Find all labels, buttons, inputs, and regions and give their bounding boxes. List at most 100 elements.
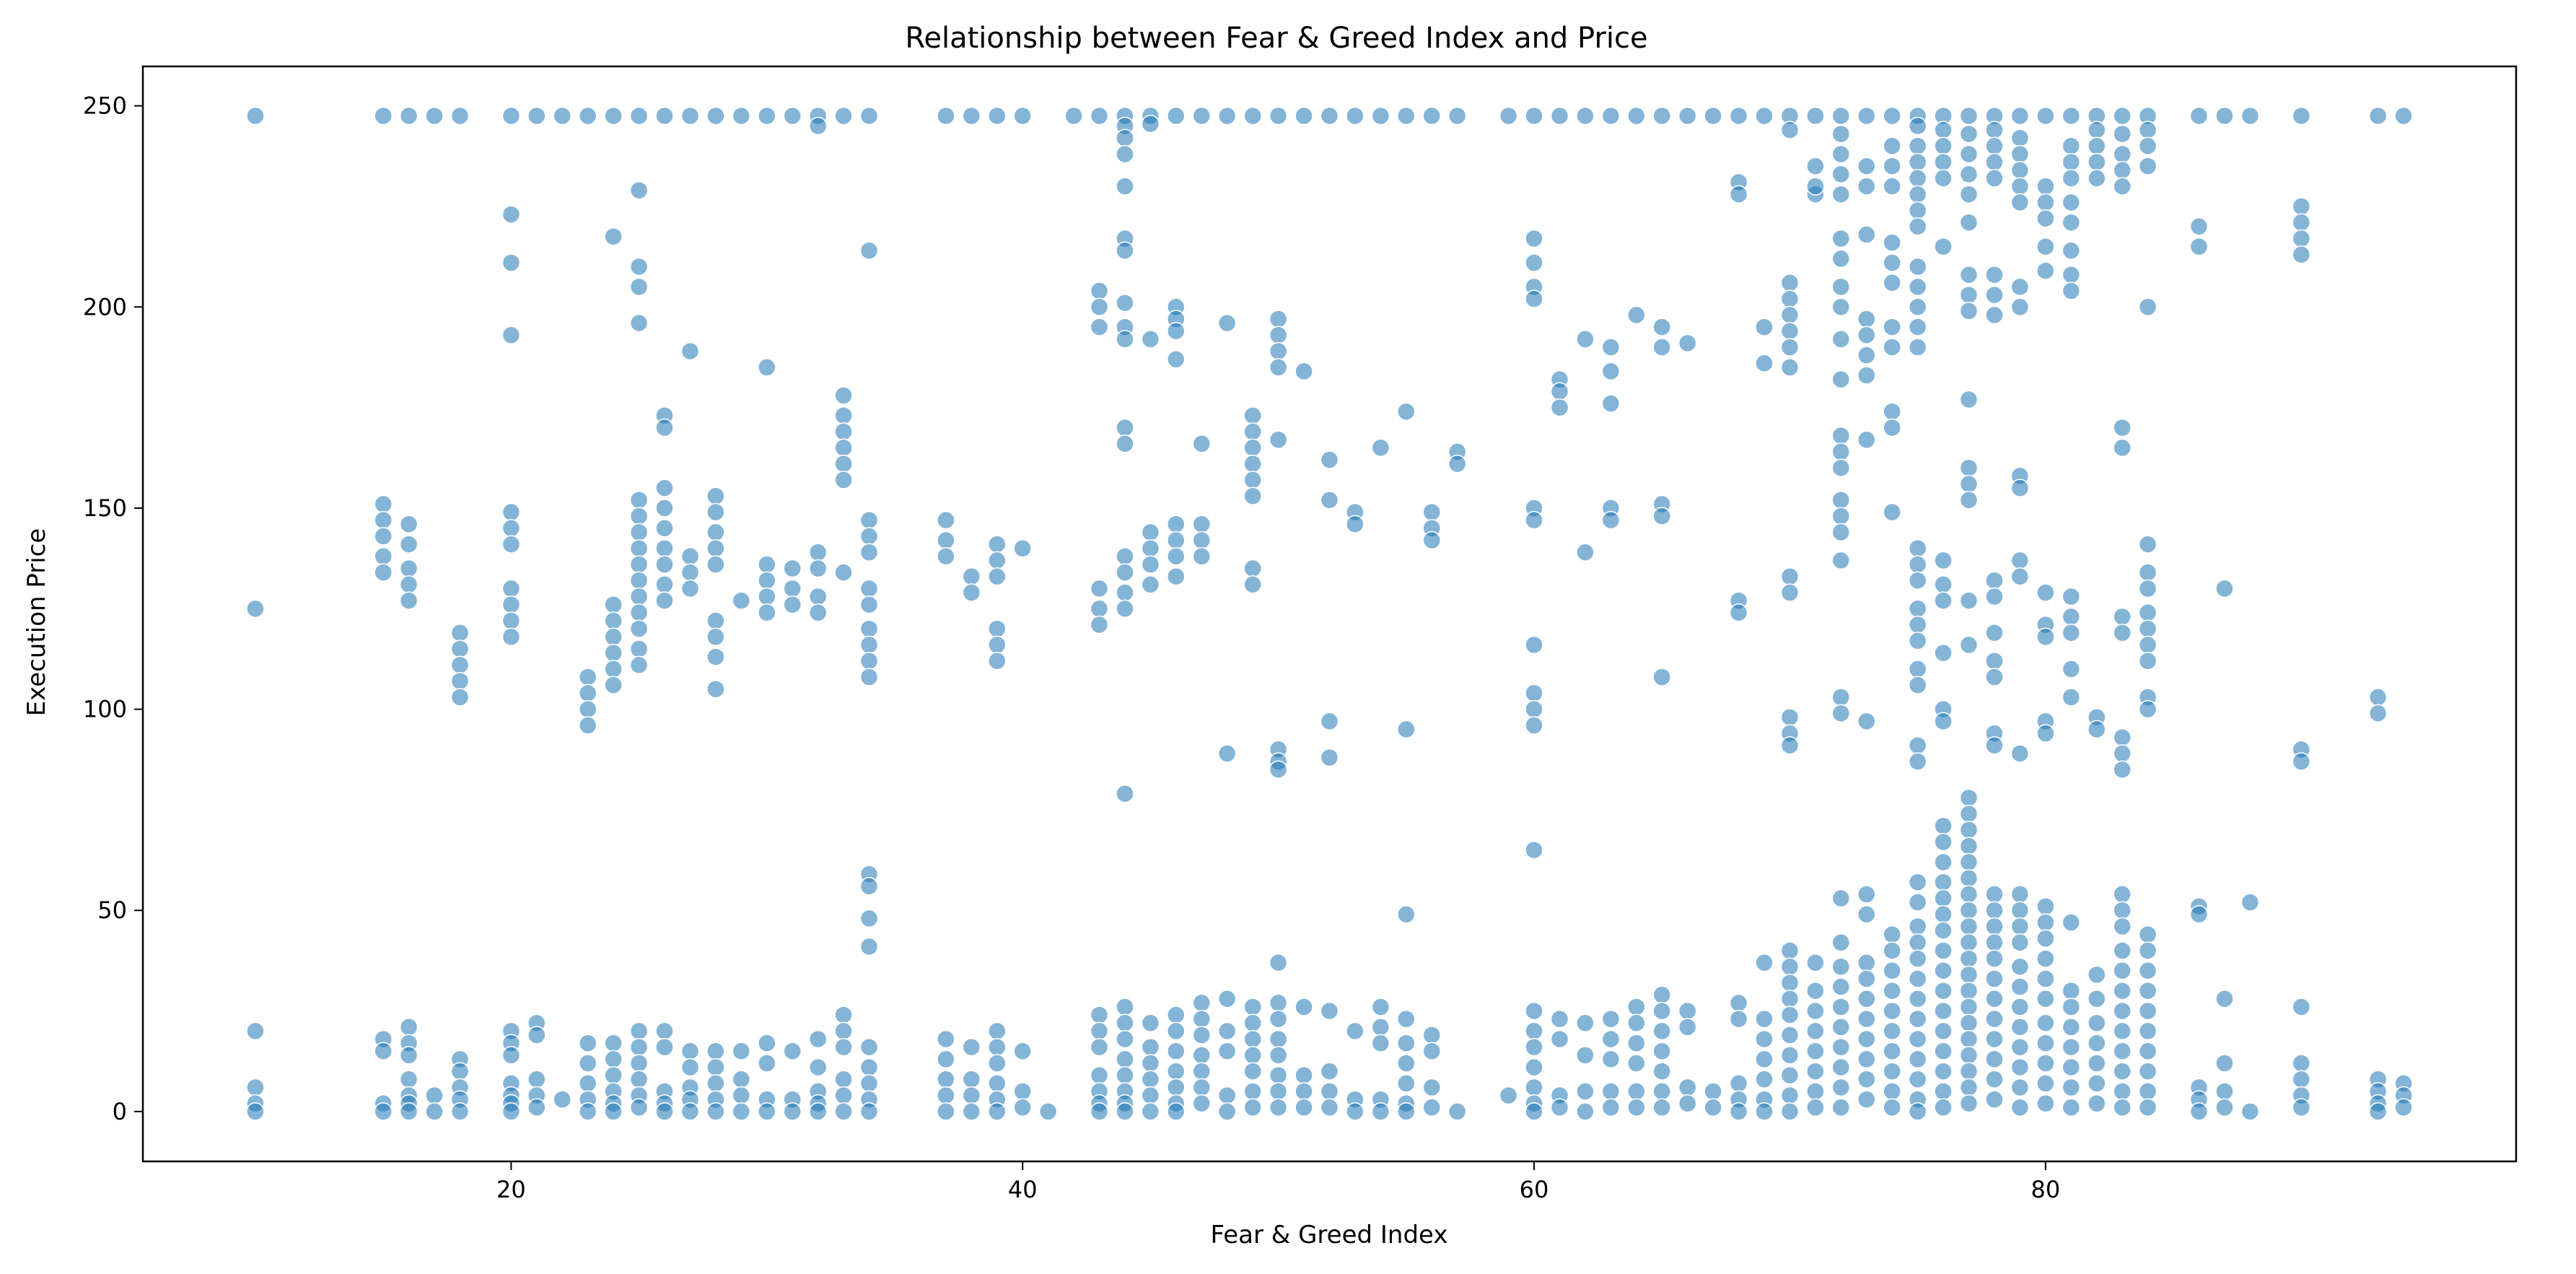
scatter-point	[2138, 157, 2157, 175]
scatter-point	[1525, 1001, 1543, 1021]
scatter-point	[1934, 873, 1953, 891]
scatter-point	[501, 253, 521, 272]
scatter-point	[1652, 1001, 1671, 1021]
scatter-point	[374, 547, 393, 566]
scatter-point	[2036, 1013, 2055, 1033]
scatter-point	[1883, 1098, 1901, 1117]
scatter-point	[1090, 318, 1109, 336]
scatter-point	[1959, 458, 1979, 477]
scatter-point	[1627, 1082, 1646, 1101]
scatter-point	[2292, 229, 2311, 248]
scatter-point	[937, 531, 955, 550]
scatter-point	[808, 603, 828, 622]
scatter-point	[2087, 965, 2106, 985]
scatter-point	[1908, 277, 1927, 297]
scatter-point	[1141, 1102, 1160, 1121]
scatter-point	[1908, 152, 1927, 172]
scatter-point	[2010, 297, 2030, 317]
scatter-point	[1959, 901, 1979, 920]
scatter-point	[2113, 917, 2132, 936]
scatter-point	[988, 1037, 1007, 1057]
scatter-point	[1908, 615, 1927, 634]
scatter-point	[450, 640, 470, 658]
scatter-point	[1090, 579, 1109, 598]
scatter-point	[2010, 1018, 2030, 1037]
scatter-point	[1320, 106, 1339, 126]
scatter-point	[1525, 289, 1543, 308]
scatter-point	[1908, 917, 1927, 936]
scatter-point	[1217, 1021, 1237, 1041]
scatter-point	[374, 1102, 393, 1121]
scatter-point	[834, 454, 853, 474]
scatter-point	[246, 1021, 265, 1041]
scatter-point	[1116, 563, 1134, 582]
scatter-point	[1908, 297, 1927, 317]
scatter-point	[1422, 1042, 1442, 1061]
scatter-point	[1243, 106, 1262, 126]
points-layer	[246, 106, 2413, 1121]
scatter-point	[2062, 607, 2081, 627]
scatter-point	[1652, 1098, 1671, 1117]
scatter-point	[1704, 1082, 1722, 1101]
scatter-point	[1525, 229, 1543, 248]
scatter-point	[1243, 454, 1262, 474]
scatter-point	[1167, 1062, 1186, 1081]
x-tick-label: 40	[1008, 1176, 1038, 1203]
scatter-point	[1090, 615, 1109, 634]
scatter-point	[1217, 1086, 1237, 1105]
scatter-point	[937, 547, 955, 566]
scatter-point	[2113, 438, 2132, 458]
scatter-point	[1959, 837, 1979, 855]
scatter-point	[604, 676, 623, 694]
scatter-point	[2062, 1037, 2081, 1057]
scatter-point	[1371, 1034, 1390, 1052]
scatter-point	[2113, 607, 2132, 627]
scatter-point	[988, 1102, 1007, 1121]
chart-title: Relationship between Fear & Greed Index …	[905, 22, 1647, 55]
scatter-point	[1959, 124, 1979, 144]
scatter-point	[2113, 1062, 2132, 1081]
scatter-point	[1985, 571, 2004, 590]
scatter-point	[2394, 106, 2413, 126]
scatter-point	[834, 406, 853, 425]
scatter-point	[629, 277, 649, 297]
scatter-point	[988, 635, 1007, 655]
scatter-point	[2036, 969, 2055, 988]
scatter-point	[2292, 197, 2311, 216]
scatter-point	[1243, 406, 1262, 425]
scatter-point	[2010, 744, 2030, 763]
scatter-point	[1627, 1034, 1646, 1052]
scatter-point	[2010, 567, 2030, 586]
scatter-point	[450, 1062, 470, 1081]
scatter-point	[1857, 366, 1876, 385]
scatter-point	[1780, 583, 1800, 602]
scatter-point	[1985, 917, 2004, 936]
scatter-point	[2036, 209, 2055, 228]
scatter-point	[629, 1098, 649, 1117]
scatter-point	[1652, 507, 1671, 525]
scatter-point	[2062, 136, 2081, 156]
scatter-point	[2113, 106, 2132, 126]
scatter-point	[962, 1086, 981, 1105]
scatter-point	[2138, 1098, 2157, 1117]
scatter-point	[859, 651, 879, 671]
scatter-point	[758, 1102, 776, 1121]
scatter-point	[2215, 1098, 2234, 1117]
scatter-point	[2010, 128, 2030, 147]
scatter-point	[1934, 921, 1953, 940]
scatter-point	[1959, 390, 1979, 409]
scatter-point	[629, 1021, 649, 1041]
scatter-point	[1652, 1062, 1671, 1081]
scatter-point	[1525, 1037, 1543, 1057]
scatter-point	[450, 655, 470, 675]
scatter-point	[1908, 969, 1927, 988]
scatter-point	[783, 559, 802, 578]
scatter-point	[2036, 1094, 2055, 1113]
scatter-point	[1755, 1029, 1774, 1049]
scatter-point	[1934, 981, 1953, 1000]
scatter-point	[2087, 136, 2106, 156]
scatter-point	[1192, 547, 1212, 566]
scatter-point	[937, 1070, 955, 1089]
scatter-point	[1934, 1021, 1953, 1041]
scatter-point	[1269, 310, 1288, 328]
